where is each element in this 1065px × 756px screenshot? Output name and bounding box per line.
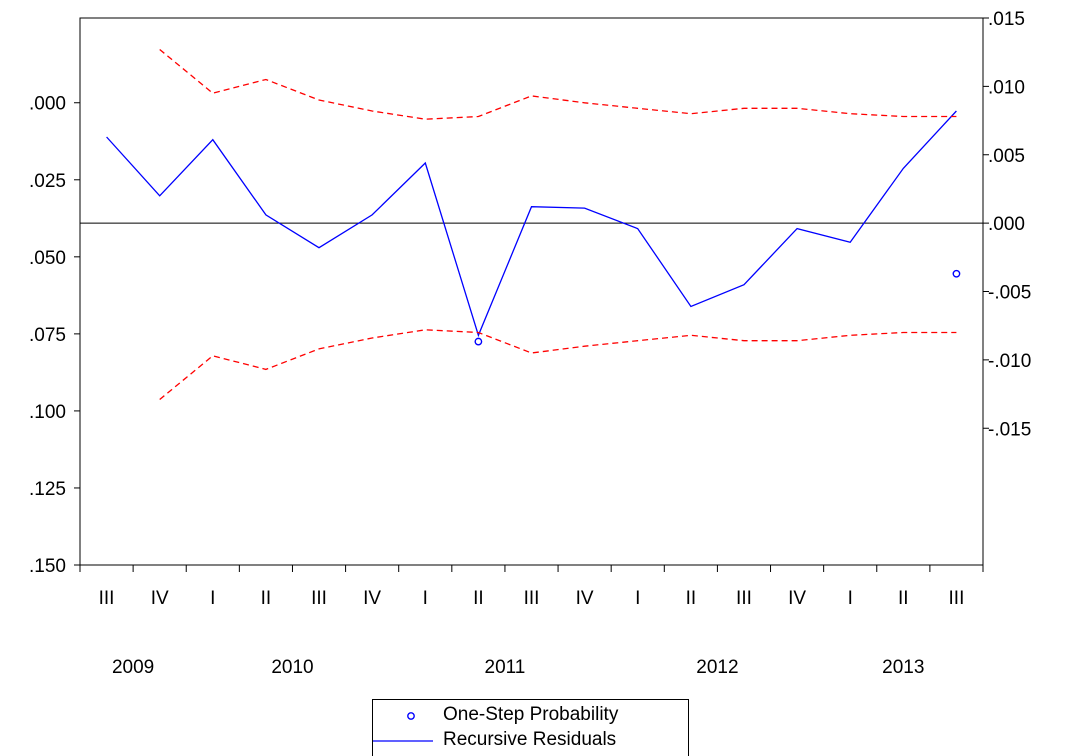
quarter-label: IV [788,588,806,609]
quarter-label: I [848,588,853,609]
quarter-label: IV [576,588,594,609]
quarter-label: III [524,588,540,609]
one-step-probability-point [474,337,483,346]
series-line-recursive-residuals [106,110,957,338]
left-axis-tick-label: .100 [29,402,66,423]
right-axis-tick-label: .015 [988,9,1025,30]
right-axis-tick-label: .010 [988,77,1025,98]
line-marker-icon [373,740,433,742]
right-axis-tick-label: -.005 [988,283,1031,304]
left-axis-tick-label: .075 [29,325,66,346]
legend-entry-one-step-probability: One-Step Probability [373,702,688,728]
right-axis-tick-label: -.015 [988,419,1031,440]
year-label: 2010 [271,657,313,678]
series-line-2-s-e [159,329,957,401]
left-axis-tick-label: .025 [29,171,66,192]
legend-label: Recursive Residuals [443,729,617,750]
quarter-label: III [736,588,752,609]
series-line-2-s-e [159,48,957,120]
quarter-label: IV [151,588,169,609]
quarter-label: III [949,588,965,609]
one-step-probability-point [952,269,961,278]
left-axis-tick-label: .000 [29,94,66,115]
quarter-label: I [210,588,215,609]
quarter-label: II [686,588,697,609]
year-label: 2013 [882,657,924,678]
year-label: 2012 [696,657,738,678]
quarter-label: IV [363,588,381,609]
quarter-label: II [473,588,484,609]
quarter-label: III [99,588,115,609]
year-label: 2011 [485,657,526,678]
legend-label: One-Step Probability [443,704,619,725]
circle-marker-icon [407,712,415,720]
right-axis-tick-label: .005 [988,146,1025,167]
legend-entry-recursive-residuals: Recursive Residuals [373,727,688,753]
quarter-label: III [311,588,327,609]
left-axis-tick-label: .125 [29,479,66,500]
legend: One-Step Probability Recursive Residuals [372,699,689,756]
right-axis-tick-label: -.010 [988,351,1031,372]
left-axis-tick-label: .150 [29,556,66,577]
quarter-label: I [423,588,428,609]
quarter-label: II [261,588,272,609]
quarter-label: II [898,588,909,609]
left-axis-tick-label: .050 [29,248,66,269]
right-axis-tick-label: .000 [988,214,1025,235]
plot-frame [79,17,984,566]
year-label: 2009 [112,657,154,678]
quarter-label: I [635,588,640,609]
